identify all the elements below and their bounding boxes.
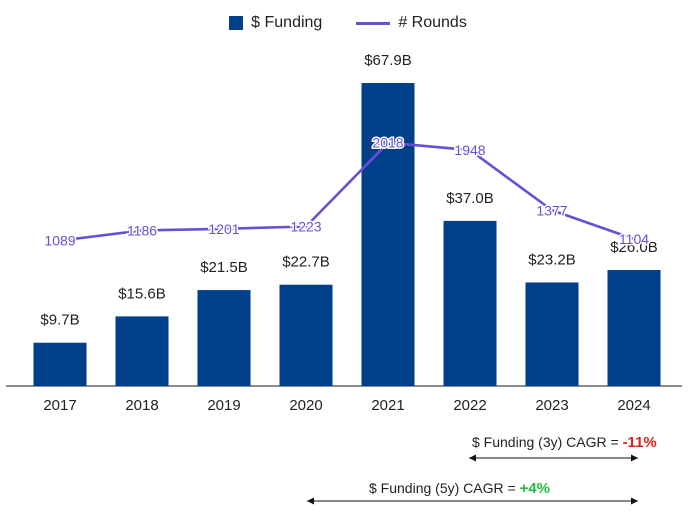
legend-item-rounds: # Rounds bbox=[356, 14, 467, 32]
cagr-5y-annotation: $ Funding (5y) CAGR = +4% bbox=[369, 480, 550, 497]
rounds-line bbox=[59, 141, 635, 242]
cagr-3y-annotation: $ Funding (3y) CAGR = -11% bbox=[472, 434, 657, 451]
cagr-3y-range-arrow-head-right bbox=[631, 454, 638, 462]
x-tick-2017: 2017 bbox=[43, 397, 76, 414]
cagr-5y-range-arrow-head-left bbox=[307, 497, 314, 505]
x-tick-2022: 2022 bbox=[453, 397, 486, 414]
x-tick-2018: 2018 bbox=[125, 397, 158, 414]
cagr-3y-value: -11% bbox=[622, 434, 657, 451]
bar-label-2017: $9.7B bbox=[40, 312, 79, 329]
rounds-label-2022: 1948 bbox=[454, 142, 485, 158]
rounds-label-2017: 1089 bbox=[44, 233, 75, 249]
bar-label-2023: $23.2B bbox=[528, 251, 576, 268]
bar-2020 bbox=[279, 284, 333, 386]
rounds-label-2019: 1201 bbox=[208, 221, 239, 237]
rounds-label-2023: 1377 bbox=[536, 202, 567, 218]
bar-2022 bbox=[443, 220, 497, 386]
legend-swatch-rounds bbox=[356, 21, 391, 25]
bar-label-2019: $21.5B bbox=[200, 259, 248, 276]
bar-label-2021: $67.9B bbox=[364, 52, 412, 69]
bar-2024 bbox=[607, 269, 661, 386]
x-tick-2021: 2021 bbox=[371, 397, 404, 414]
bar-2018 bbox=[115, 316, 169, 386]
rounds-label-2024: 1104 bbox=[619, 231, 649, 247]
x-tick-2020: 2020 bbox=[289, 397, 322, 414]
x-tick-2019: 2019 bbox=[207, 397, 240, 414]
bar-2019 bbox=[197, 290, 251, 386]
bar-label-2018: $15.6B bbox=[118, 285, 166, 302]
bar-2021 bbox=[361, 83, 415, 386]
cagr-3y-range-arrow-head-left bbox=[469, 454, 476, 462]
cagr-3y-label: $ Funding (3y) CAGR = bbox=[472, 434, 623, 450]
rounds-label-2020: 1223 bbox=[290, 218, 321, 234]
bar-label-2024: $26.0B bbox=[610, 239, 658, 256]
x-tick-2023: 2023 bbox=[535, 397, 568, 414]
cagr-5y-label: $ Funding (5y) CAGR = bbox=[369, 480, 520, 496]
cagr-5y-range-arrow-head-right bbox=[631, 497, 638, 505]
chart-legend: $ Funding # Rounds bbox=[0, 14, 696, 32]
cagr-5y-value: +4% bbox=[519, 480, 551, 497]
legend-label-rounds: # Rounds bbox=[398, 14, 467, 31]
legend-item-funding: $ Funding bbox=[229, 14, 322, 32]
legend-swatch-funding bbox=[229, 16, 244, 30]
rounds-label-2021: 2018 bbox=[372, 135, 403, 151]
bar-2023 bbox=[525, 282, 579, 386]
bar-label-2020: $22.7B bbox=[282, 254, 330, 271]
legend-label-funding: $ Funding bbox=[251, 14, 323, 31]
bar-label-2022: $37.0B bbox=[446, 190, 494, 207]
bar-2017 bbox=[33, 342, 87, 386]
x-tick-2024: 2024 bbox=[617, 397, 650, 414]
rounds-label-2018: 1186 bbox=[127, 222, 157, 238]
